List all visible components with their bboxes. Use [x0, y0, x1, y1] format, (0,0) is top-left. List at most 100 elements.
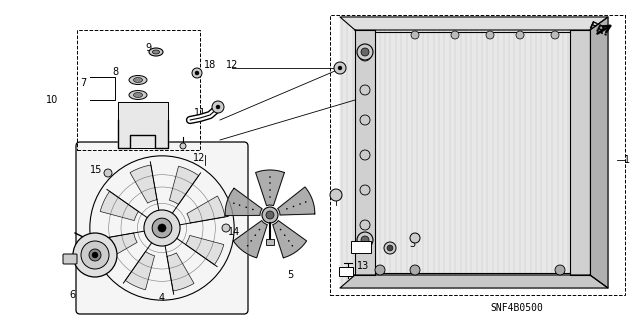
- Polygon shape: [255, 170, 284, 206]
- Circle shape: [104, 169, 112, 177]
- Circle shape: [410, 265, 420, 275]
- Circle shape: [292, 206, 294, 207]
- Ellipse shape: [129, 91, 147, 100]
- Text: 15: 15: [90, 165, 102, 175]
- Circle shape: [360, 115, 370, 125]
- Text: 3: 3: [409, 239, 415, 249]
- Circle shape: [233, 203, 235, 204]
- Text: 16: 16: [331, 191, 343, 201]
- Circle shape: [387, 245, 393, 251]
- Bar: [77, 30, 200, 150]
- Circle shape: [158, 224, 166, 232]
- Polygon shape: [234, 221, 268, 258]
- Polygon shape: [278, 187, 315, 215]
- Polygon shape: [340, 17, 608, 30]
- Circle shape: [239, 204, 241, 206]
- Circle shape: [212, 101, 224, 113]
- Text: SNF4B0500: SNF4B0500: [490, 303, 543, 313]
- Circle shape: [259, 229, 260, 230]
- Text: 9: 9: [145, 43, 151, 53]
- Circle shape: [334, 62, 346, 74]
- FancyBboxPatch shape: [339, 267, 353, 276]
- Ellipse shape: [134, 93, 143, 98]
- Text: 8: 8: [112, 67, 118, 77]
- Circle shape: [144, 210, 180, 246]
- Polygon shape: [570, 30, 590, 275]
- Circle shape: [551, 31, 559, 39]
- Circle shape: [292, 245, 293, 247]
- Circle shape: [255, 234, 256, 236]
- Circle shape: [288, 240, 290, 242]
- Circle shape: [411, 31, 419, 39]
- Text: 13: 13: [357, 261, 369, 271]
- Ellipse shape: [129, 76, 147, 85]
- Circle shape: [269, 182, 271, 184]
- Circle shape: [360, 150, 370, 160]
- Ellipse shape: [152, 50, 159, 54]
- Circle shape: [284, 234, 285, 236]
- Text: 4: 4: [159, 293, 165, 303]
- Text: 6: 6: [69, 290, 75, 300]
- Text: 12: 12: [226, 60, 238, 70]
- Polygon shape: [355, 30, 375, 275]
- Circle shape: [269, 196, 271, 198]
- Text: 10: 10: [46, 95, 58, 105]
- Circle shape: [555, 265, 565, 275]
- Circle shape: [269, 176, 271, 178]
- Circle shape: [359, 49, 371, 61]
- Bar: [330, 15, 625, 295]
- Circle shape: [286, 208, 288, 210]
- Text: FR.: FR.: [587, 21, 610, 39]
- Text: 5: 5: [287, 270, 293, 280]
- Circle shape: [410, 233, 420, 243]
- Polygon shape: [187, 196, 225, 223]
- Text: 1: 1: [624, 155, 630, 165]
- Circle shape: [266, 211, 274, 219]
- Text: 11: 11: [194, 108, 206, 118]
- FancyBboxPatch shape: [76, 142, 248, 314]
- Circle shape: [330, 189, 342, 201]
- Circle shape: [360, 220, 370, 230]
- Circle shape: [360, 185, 370, 195]
- Circle shape: [73, 233, 117, 277]
- Circle shape: [247, 245, 248, 247]
- Circle shape: [81, 241, 109, 269]
- Ellipse shape: [134, 78, 143, 83]
- Circle shape: [192, 68, 202, 78]
- Polygon shape: [340, 17, 608, 288]
- Polygon shape: [118, 102, 168, 148]
- Ellipse shape: [149, 48, 163, 56]
- Circle shape: [338, 66, 342, 70]
- Circle shape: [280, 229, 282, 230]
- Circle shape: [92, 252, 98, 258]
- Text: 17: 17: [358, 242, 370, 252]
- Circle shape: [384, 242, 396, 254]
- Text: 18: 18: [204, 60, 216, 70]
- Circle shape: [262, 207, 278, 223]
- FancyBboxPatch shape: [351, 241, 371, 253]
- Polygon shape: [170, 166, 198, 204]
- Polygon shape: [273, 221, 307, 258]
- Circle shape: [269, 189, 271, 191]
- Circle shape: [222, 224, 230, 232]
- Circle shape: [357, 232, 373, 248]
- Circle shape: [451, 31, 459, 39]
- Polygon shape: [99, 233, 137, 260]
- Circle shape: [486, 31, 494, 39]
- Polygon shape: [225, 188, 262, 216]
- Circle shape: [250, 240, 252, 242]
- Circle shape: [180, 143, 186, 149]
- Circle shape: [375, 265, 385, 275]
- Circle shape: [361, 48, 369, 56]
- Bar: [266, 239, 274, 245]
- Polygon shape: [340, 275, 608, 288]
- Polygon shape: [130, 165, 157, 203]
- Circle shape: [300, 203, 301, 205]
- Circle shape: [361, 236, 369, 244]
- Text: 12: 12: [193, 153, 205, 163]
- Circle shape: [195, 71, 199, 75]
- Text: 2: 2: [385, 245, 391, 255]
- Circle shape: [357, 44, 373, 60]
- Circle shape: [305, 201, 307, 203]
- Polygon shape: [590, 17, 608, 288]
